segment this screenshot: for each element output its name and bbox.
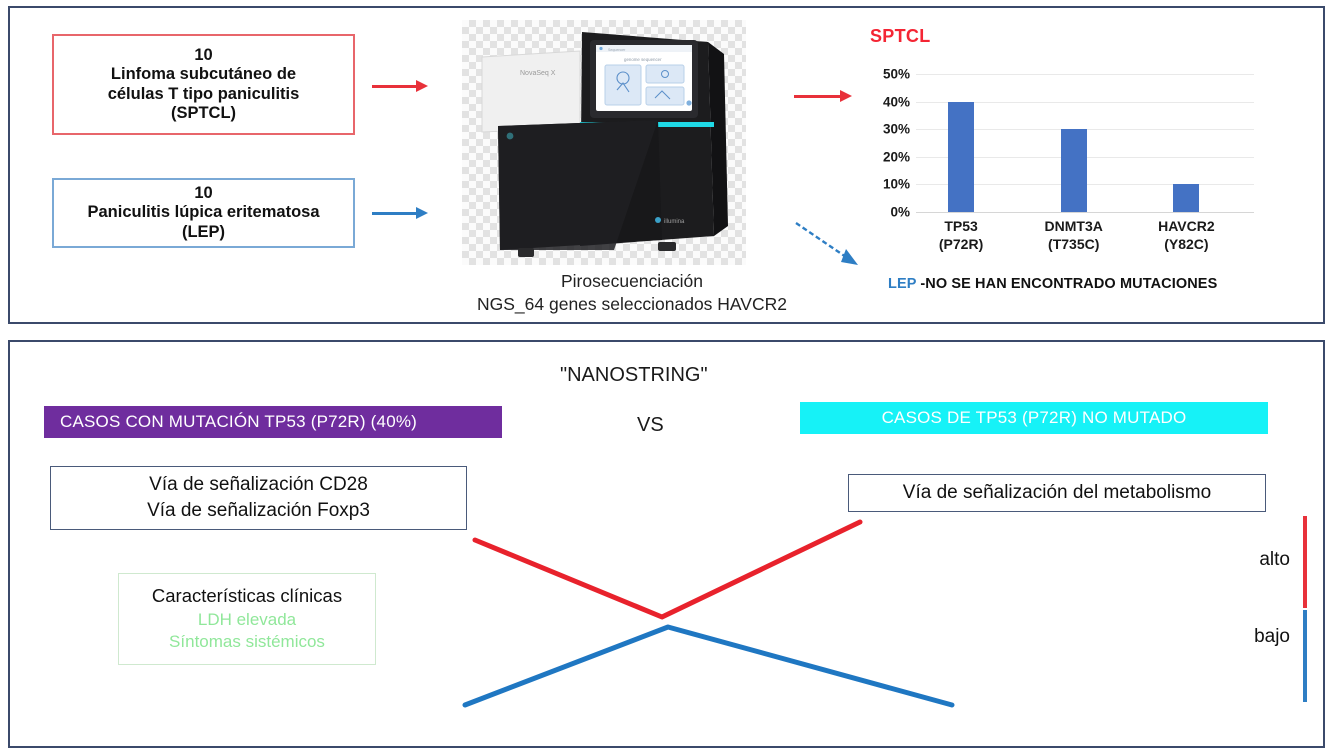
- pathway-box-mutated: Vía de señalización CD28 Vía de señaliza…: [50, 466, 467, 530]
- chart-ytick-label: 50%: [882, 66, 910, 82]
- arrow-lep-to-sequencer: [372, 212, 418, 215]
- nanostring-title: "NANOSTRING": [560, 364, 708, 386]
- svg-text:Sequencer: Sequencer: [608, 48, 626, 52]
- ngs-sequencer-icon: NovaSeq X Sequencer genome sequencer: [481, 32, 728, 257]
- lep-note-text: -NO SE HAN ENCONTRADO MUTACIONES: [916, 276, 1218, 292]
- arrow-lep-to-sequencer-head-icon: [416, 207, 428, 219]
- chart-category-variant: (T735C): [1048, 235, 1100, 252]
- sequencer-caption-line1: Pirosecuenciación: [560, 271, 704, 291]
- svg-text:illumina: illumina: [664, 219, 685, 225]
- clinical-feature-systemic: Síntomas sistémicos: [169, 632, 325, 652]
- cohort-sptcl-line3: (SPTCL): [170, 103, 237, 122]
- mutation-frequency-chart: SPTCL 50% 40% 30% 20% 10% 0% TP53 (P72R) DNMT3A(…: [858, 26, 1288, 266]
- clinical-features-box: Características clínicas LDH elevada Sín…: [118, 573, 376, 665]
- arrow-sequencer-to-lep-note: [795, 222, 858, 265]
- legend-bar-bajo: [1303, 610, 1307, 702]
- chart-category-label: TP53 (P72R): [939, 218, 983, 254]
- clinical-feature-ldh: LDH elevada: [197, 609, 297, 629]
- vs-label: VS: [637, 414, 664, 436]
- banner-tp53-mutated-label: CASOS CON MUTACIÓN TP53 (P72R) (40%): [60, 412, 418, 431]
- sequencer-caption-line2: NGS_64 genes seleccionados HAVCR2: [477, 294, 787, 315]
- cohort-box-sptcl: 10 Linfoma subcutáneo de células T tipo …: [52, 34, 355, 135]
- chart-category-gene: HAVCR2: [1158, 218, 1215, 234]
- cohort-sptcl-line2: células T tipo paniculitis: [107, 84, 300, 103]
- cohort-lep-line1: Paniculitis lúpica eritematosa: [87, 203, 320, 222]
- legend-label-alto: alto: [1259, 549, 1290, 570]
- chart-title: SPTCL: [870, 26, 931, 46]
- lep-no-mutations-note: LEP -NO SE HAN ENCONTRADO MUTACIONES: [888, 276, 1217, 292]
- blue-trend-line: [462, 624, 955, 708]
- chart-plot-area: 50% 40% 30% 20% 10% 0% TP53 (P72R) DNMT3A (T735C)…: [883, 67, 1254, 252]
- lep-note-tag: LEP: [888, 276, 917, 292]
- chart-ytick-label: 30%: [882, 121, 910, 137]
- chart-gridline: [916, 74, 1254, 75]
- chart-gridline: [916, 101, 1254, 103]
- crossing-trend-lines: [462, 519, 955, 708]
- arrow-sptcl-to-sequencer: [372, 85, 418, 88]
- chart-category-variant: (Y82C): [1164, 235, 1209, 252]
- arrow-sequencer-to-chart-head-icon: [840, 90, 852, 102]
- cohort-lep-count: 10: [194, 183, 213, 202]
- chart-category-label: HAVCR2 (Y82C): [1158, 218, 1215, 254]
- banner-tp53-mutated: CASOS CON MUTACIÓN TP53 (P72R) (40%): [44, 406, 502, 438]
- legend-bar-alto: [1303, 516, 1307, 608]
- pathway-foxp3-label: Vía de señalización Foxp3: [147, 500, 370, 521]
- red-trend-line: [472, 519, 863, 620]
- chart-category-gene: TP53: [944, 218, 978, 234]
- chart-bar: [1060, 129, 1087, 212]
- pathway-cd28-label: Vía de señalización CD28: [149, 474, 368, 496]
- clinical-features-title: Características clínicas: [151, 585, 343, 607]
- cohort-sptcl-count: 10: [194, 45, 213, 64]
- chart-bar: [948, 101, 975, 212]
- cohort-sptcl-line1: Linfoma subcutáneo de: [110, 65, 297, 84]
- pathway-metabolism-label: Vía de señalización del metabolismo: [902, 482, 1212, 504]
- chart-gridline: [916, 212, 1254, 213]
- arrow-sequencer-to-chart: [794, 95, 842, 98]
- chart-ytick-label: 0%: [890, 204, 910, 220]
- svg-text:genome sequencer: genome sequencer: [624, 57, 662, 62]
- workflow-panel: 10 Linfoma subcutáneo de células T tipo …: [8, 6, 1325, 324]
- svg-text:NovaSeq X: NovaSeq X: [520, 70, 556, 77]
- chart-bar: [1173, 184, 1200, 212]
- chart-ytick-label: 20%: [882, 149, 910, 165]
- cohort-lep-line2: (LEP): [181, 222, 226, 241]
- chart-ytick-label: 10%: [882, 176, 910, 192]
- legend-label-bajo: bajo: [1254, 626, 1290, 647]
- banner-tp53-non-mutated-label: CASOS DE TP53 (P72R) NO MUTADO: [881, 408, 1187, 427]
- arrow-sptcl-to-sequencer-head-icon: [416, 80, 428, 92]
- chart-category-variant: (P72R): [938, 235, 984, 252]
- sequencer-image: NovaSeq X Sequencer genome sequencer: [462, 20, 746, 265]
- chart-ytick-label: 40%: [882, 94, 910, 110]
- chart-category-gene: DNMT3A: [1044, 218, 1103, 234]
- sequencer-caption: Pirosecuenciación NGS_64 genes seleccion…: [430, 270, 834, 316]
- cohort-box-lep: 10 Paniculitis lúpica eritematosa (LEP): [52, 178, 355, 248]
- pathway-box-non-mutated: Vía de señalización del metabolismo: [848, 474, 1266, 512]
- chart-category-label: DNMT3A (T735C): [1045, 218, 1103, 254]
- banner-tp53-non-mutated: CASOS DE TP53 (P72R) NO MUTADO: [800, 402, 1268, 434]
